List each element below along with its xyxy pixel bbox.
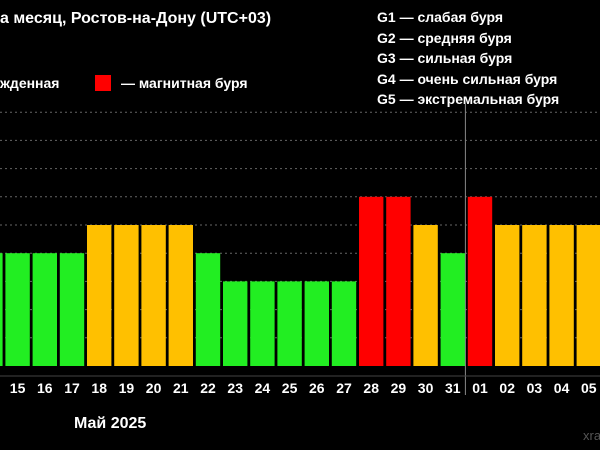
legend-storm: — магнитная буря	[95, 75, 248, 91]
bar	[195, 253, 221, 366]
legend-storm-label: — магнитная буря	[121, 75, 248, 91]
bar	[304, 281, 329, 366]
bar	[495, 225, 520, 366]
x-tick-label: 21	[173, 380, 189, 396]
x-tick-label: 28	[363, 380, 379, 396]
g-scale-item-g1: G1 — слабая буря	[377, 9, 504, 25]
x-tick-label: 17	[64, 380, 80, 396]
x-tick-label: 30	[418, 380, 434, 396]
bar	[5, 253, 30, 366]
x-tick-label: 02	[499, 380, 515, 396]
bar	[576, 225, 600, 366]
x-tick-label: 25	[282, 380, 298, 396]
x-tick-label: 24	[255, 380, 271, 396]
month-label: Май 2025	[74, 415, 147, 432]
bar	[250, 281, 275, 366]
bar	[467, 196, 493, 366]
bar	[0, 253, 3, 366]
x-tick-label: 31	[445, 380, 461, 396]
chart-title: а месяц, Ростов-на-Дону (UTC+03)	[0, 10, 272, 27]
g-scale-legend: G1 — слабая буря G2 — средняя буря G3 — …	[377, 7, 559, 110]
bar	[223, 281, 248, 366]
bar	[359, 196, 384, 366]
bar	[32, 253, 57, 366]
bar	[87, 225, 112, 366]
x-tick-label: 27	[336, 380, 352, 396]
bar	[549, 225, 574, 366]
legend-quiet-label: жденная	[0, 75, 60, 91]
bar	[522, 225, 547, 366]
x-tick-label: 22	[200, 380, 216, 396]
bar	[386, 196, 411, 366]
g-scale-item-g4: G4 — очень сильная буря	[377, 70, 558, 87]
x-tick-label: 03	[527, 380, 543, 396]
x-tick-label: 26	[309, 380, 325, 396]
x-tick-label: 15	[10, 380, 26, 396]
x-tick-label: 18	[91, 380, 107, 396]
bar	[59, 253, 85, 366]
bar	[277, 281, 302, 366]
bar	[168, 225, 193, 366]
g-scale-item-g2: G2 — средняя буря	[377, 29, 512, 46]
x-tick-label: 20	[146, 380, 162, 396]
bar	[413, 225, 438, 366]
bar	[141, 225, 166, 366]
legend-storm-swatch	[95, 75, 111, 91]
g-scale-item-g3: G3 — сильная буря	[377, 50, 513, 66]
bar	[331, 281, 357, 366]
watermark: xra	[583, 428, 600, 443]
x-tick-label: 04	[554, 380, 570, 396]
x-tick-label: 16	[37, 380, 53, 396]
x-tick-label: 23	[227, 380, 243, 396]
x-tick-label: 05	[581, 380, 597, 396]
x-tick-label: 01	[472, 380, 488, 396]
bar	[114, 225, 139, 366]
g-scale-item-g5: G5 — экстремальная буря	[377, 91, 560, 107]
x-tick-label: 19	[119, 380, 135, 396]
x-tick-label: 29	[391, 380, 407, 396]
bar	[440, 253, 465, 366]
